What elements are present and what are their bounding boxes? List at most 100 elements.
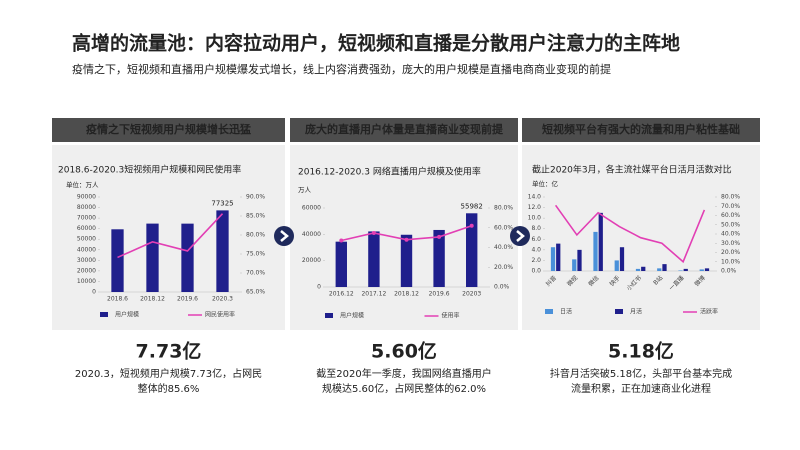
bar (368, 231, 380, 287)
y-tick-label: 10000 (77, 278, 96, 285)
y-tick-label: 60000 (302, 205, 321, 212)
y2-tick-label: 30.0% (721, 240, 740, 247)
legend-label: 网民使用率 (205, 311, 235, 319)
chart-title: 截止2020年3月，各主流社媒平台日活月活数对比 (532, 164, 732, 176)
y-tick-label: 90000 (77, 194, 96, 201)
panel-heading: 庞大的直播用户体量是直播商业变现前提 (305, 122, 504, 136)
stat-value: 5.60亿 (371, 340, 437, 363)
stat-desc: 整体的85.6% (138, 382, 200, 395)
chart-title: 2016.12-2020.3 网络直播用户规模及使用率 (298, 166, 481, 178)
stat-desc: 流量积累，正在加速商业化进程 (571, 382, 711, 395)
bar (657, 268, 662, 271)
y2-tick-label: 70.0% (721, 203, 740, 210)
point (371, 230, 376, 235)
y2-tick-label: 0.0% (494, 284, 510, 291)
unit-label: 单位：亿 (532, 179, 559, 188)
y2-tick-label: 20.0% (721, 249, 740, 256)
bar (619, 247, 625, 271)
legend-swatch (615, 309, 623, 314)
legend-label: 活跃率 (700, 308, 718, 316)
panel-header (52, 118, 285, 142)
legend-label: 月活 (630, 308, 642, 316)
x-tick-label: 2016.12 (329, 291, 354, 298)
bar (466, 213, 478, 287)
y-tick-label: 20000 (302, 257, 321, 264)
y-tick-label: 20000 (77, 267, 96, 274)
bar (662, 264, 667, 271)
stat-value: 7.73亿 (136, 340, 202, 363)
panel-header (522, 118, 760, 142)
y2-tick-label: 60.0% (494, 224, 513, 231)
bar (181, 223, 194, 292)
point (339, 238, 344, 243)
y-tick-label: 2.0 (531, 257, 541, 264)
data-label: 77325 (211, 199, 233, 207)
bar (550, 247, 556, 271)
stat-desc: 截至2020年一季度，我国网络直播用户 (316, 367, 491, 380)
y2-tick-label: 80.0% (494, 205, 513, 212)
y2-tick-label: 10.0% (721, 258, 740, 265)
unit-label: 单位：万人 (66, 180, 99, 189)
line (117, 213, 224, 259)
x-tick-label: 2018.6 (107, 296, 128, 303)
y-tick-label: 30000 (77, 257, 96, 264)
unit-label: 万人 (298, 186, 312, 194)
line (554, 204, 706, 264)
bar (699, 269, 704, 271)
panel-header (290, 118, 518, 142)
arrow-icon (510, 226, 530, 246)
x-tick-label: 2018.12 (394, 291, 419, 298)
legend-label: 使用率 (442, 312, 460, 320)
bar (641, 266, 646, 271)
bar (111, 229, 124, 292)
y-tick-label: 0 (317, 284, 321, 291)
chart-title: 2018.6-2020.3短视频用户规模和网民使用率 (58, 164, 241, 176)
y-tick-label: 40000 (77, 246, 96, 253)
y2-tick-label: 20.0% (494, 264, 513, 271)
y2-tick-label: 70.0% (246, 270, 265, 277)
x-tick-label: 2017.12 (361, 291, 386, 298)
bar (577, 249, 582, 271)
y-tick-label: 4.0 (531, 246, 541, 253)
y-tick-label: 6.0 (531, 236, 541, 243)
bar (433, 229, 445, 287)
legend-swatch (100, 312, 108, 317)
bar (216, 210, 229, 292)
bar (593, 231, 598, 271)
legend-label: 日活 (560, 308, 572, 316)
stat-desc: 抖音月活突破5.18亿，头部平台基本完成 (550, 367, 732, 380)
slide-subtitle: 疫情之下，短视频和直播用户规模爆发式增长，线上内容消费强劲，庞大的用户规模是直播… (72, 62, 611, 76)
y2-tick-label: 90.0% (246, 194, 265, 201)
panel-heading: 短视频平台有强大的流量和用户粘性基础 (542, 122, 740, 136)
y-tick-label: 60000 (77, 225, 96, 232)
x-tick-label: 20203 (462, 291, 481, 298)
bar (614, 260, 619, 271)
bar (678, 270, 683, 271)
x-tick-label: 2019.6 (429, 291, 450, 298)
legend-swatch (545, 309, 553, 314)
y-tick-label: 12.0 (528, 204, 542, 211)
y-tick-label: 50000 (77, 236, 96, 243)
y-tick-label: 40000 (302, 231, 321, 238)
bar (635, 268, 641, 271)
legend-swatch (325, 313, 333, 318)
arrow-icon (280, 230, 289, 242)
x-tick-label: 2018.12 (140, 296, 165, 303)
stat-desc: 规模达5.60亿，占网民整体的62.0% (322, 382, 486, 395)
y2-tick-label: 40.0% (494, 244, 513, 251)
stat-value: 5.18亿 (608, 340, 674, 363)
y2-tick-label: 80.0% (721, 194, 740, 201)
bar (335, 241, 347, 287)
bar (146, 223, 159, 292)
y2-tick-label: 50.0% (721, 221, 740, 228)
y2-tick-label: 75.0% (246, 251, 265, 258)
y2-tick-label: 60.0% (721, 212, 740, 219)
y-tick-label: 8.0 (531, 225, 541, 232)
arrow-icon (274, 226, 294, 246)
legend-label: 用户规模 (340, 312, 364, 320)
panel-body (52, 145, 285, 330)
y-tick-label: 0.0 (531, 268, 541, 275)
arrow-icon (516, 230, 525, 242)
point (469, 223, 474, 228)
